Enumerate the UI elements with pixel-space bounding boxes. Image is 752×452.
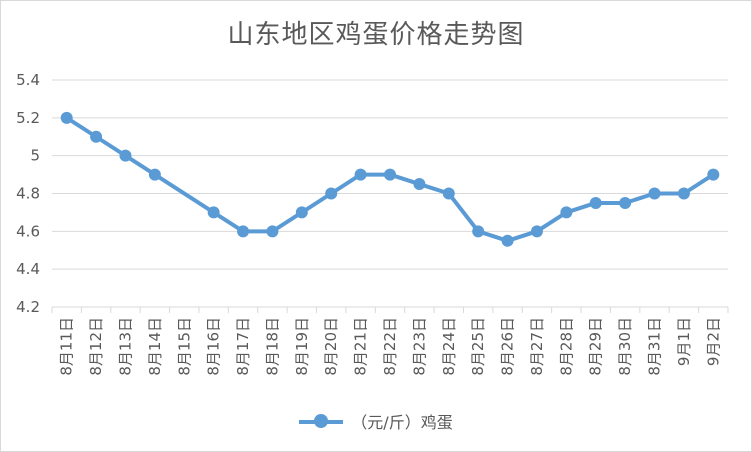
y-tick-label: 4.4 [16,260,40,278]
x-tick-label: 8月29日 [587,317,605,376]
x-tick-label: 8月25日 [469,317,487,376]
x-tick-label: 8月28日 [557,317,575,376]
x-tick-label: 9月1日 [675,317,693,366]
data-point [384,168,396,181]
data-point [589,196,602,209]
data-point [60,111,73,124]
x-axis-ticks: 8月11日 8月12日 8月13日 8月14日 8月15日 8月16日 8月17日 8月18日… [58,317,723,376]
y-tick-label: 5.2 [16,109,40,127]
data-point [148,168,161,181]
x-tick-label: 8月27日 [528,317,546,376]
x-tick-label: 8月24日 [440,317,458,376]
data-point [677,187,690,200]
data-point [619,196,632,209]
x-tick-label: 8月22日 [381,317,399,376]
x-tick-label: 8月31日 [646,317,664,376]
y-tick-label: 4.6 [16,222,40,240]
legend-label: （元/斤）鸡蛋 [351,413,453,432]
series-line-path [65,116,715,243]
data-point [530,225,543,238]
data-point [207,206,220,219]
x-tick-label: 8月12日 [87,317,105,376]
y-tick-label: 4.8 [16,185,40,203]
x-tick-label: 8月13日 [116,317,134,376]
y-axis-ticks: 4.2 4.4 4.6 4.8 5 5.2 5.4 [16,71,40,316]
data-point [472,225,485,238]
x-tick-label: 8月15日 [175,317,193,376]
gridlines [51,79,729,313]
x-tick-label: 9月2日 [704,317,722,366]
legend-marker-icon [299,408,344,434]
data-point [90,130,103,143]
data-point [413,178,426,191]
data-point [707,168,720,181]
x-tick-label: 8月21日 [352,317,370,376]
x-tick-label: 8月14日 [146,317,164,376]
data-point [442,187,455,200]
x-tick-label: 8月16日 [205,317,223,376]
data-point [648,187,661,200]
y-tick-label: 5 [30,147,40,165]
x-tick-label: 8月26日 [499,317,517,376]
data-point [560,206,573,219]
data-point [354,168,367,181]
data-point [119,149,132,162]
y-tick-label: 4.2 [16,298,40,316]
data-point [325,187,338,200]
data-point [501,234,514,247]
x-tick-label: 8月11日 [58,317,76,376]
x-tick-label: 8月23日 [410,317,428,376]
data-point [237,225,250,238]
data-point [295,206,308,219]
x-tick-label: 8月17日 [234,317,252,376]
x-tick-label: 8月19日 [293,317,311,376]
chart-title: 山东地区鸡蛋价格走势图 [227,20,525,50]
legend: （元/斤）鸡蛋 [0,406,752,436]
x-tick-label: 8月18日 [263,317,281,376]
data-point [266,225,279,238]
x-tick-label: 8月20日 [322,317,340,376]
y-tick-label: 5.4 [16,71,40,89]
series-line [60,111,720,247]
x-tick-label: 8月30日 [616,317,634,376]
